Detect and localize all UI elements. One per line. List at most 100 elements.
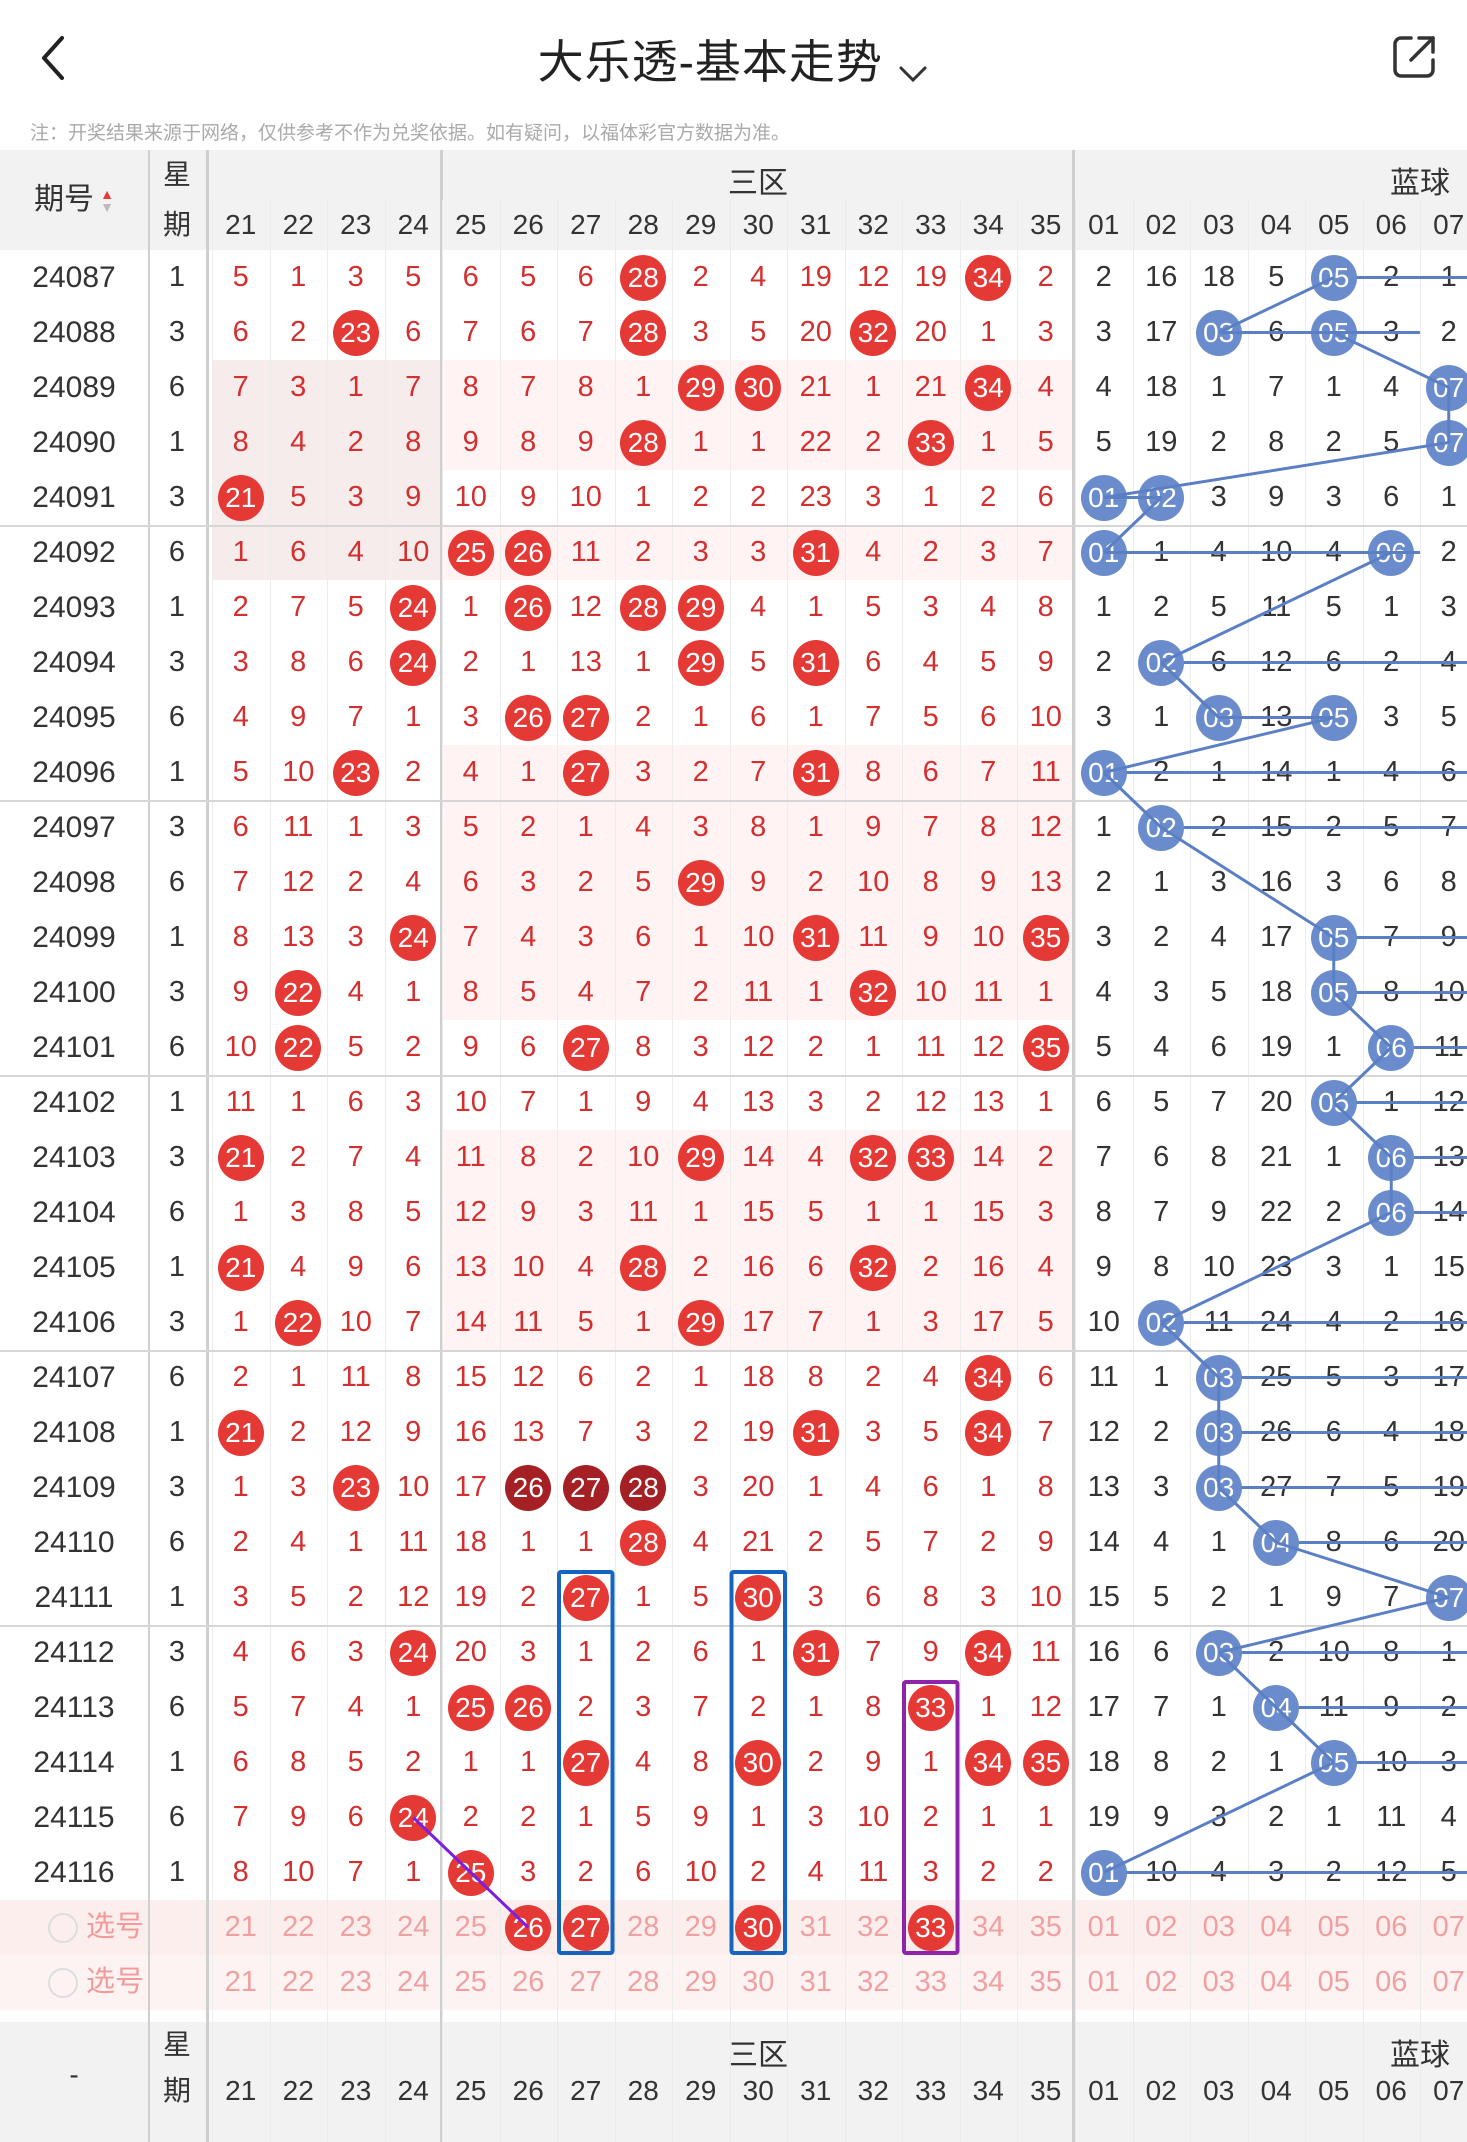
back-chevron-icon[interactable]	[30, 28, 80, 88]
front-hit-ball: 27	[562, 1465, 609, 1512]
picked-ball[interactable]: 26	[505, 1905, 552, 1952]
select-front-number[interactable]: 29	[684, 1911, 717, 1943]
front-cell: 4	[232, 701, 249, 733]
select-front-number[interactable]: 28	[627, 1911, 660, 1943]
select-front-number[interactable]: 25	[454, 1911, 487, 1943]
footer-front-column: 35	[1030, 2075, 1062, 2106]
blue-cell: 2	[1095, 646, 1112, 678]
select-front-number[interactable]: 21	[224, 1966, 257, 1998]
weekday: 6	[168, 1691, 186, 1723]
share-icon[interactable]	[1389, 32, 1439, 82]
issue-number: 24110	[33, 1526, 115, 1559]
front-cell: 1	[520, 646, 537, 678]
select-blue-number[interactable]: 01	[1087, 1966, 1120, 1998]
front-cell: 2	[692, 1416, 709, 1448]
front-cell: 9	[1037, 646, 1054, 678]
weekday: 3	[168, 1141, 186, 1173]
column-separator	[1072, 150, 1075, 2142]
front-cell: 28	[615, 580, 673, 635]
picked-ball[interactable]: 33	[907, 1905, 954, 1952]
front-cell: 4	[635, 811, 652, 843]
select-front-number[interactable]: 24	[397, 1911, 430, 1943]
blue-cell: 2	[1268, 1636, 1285, 1668]
front-cell: 24	[385, 1790, 443, 1845]
select-blue-number[interactable]: 07	[1432, 1966, 1465, 1998]
select-front-number[interactable]: 33	[914, 1966, 947, 1998]
select-front-number[interactable]: 30	[730, 1900, 788, 1955]
select-front-number[interactable]: 35	[1029, 1966, 1062, 1998]
select-blue-number[interactable]: 02	[1145, 1966, 1178, 1998]
select-blue-number[interactable]: 03	[1202, 1911, 1235, 1943]
select-front-number[interactable]: 28	[627, 1966, 660, 1998]
blue-cell: 7	[1383, 1581, 1400, 1613]
select-front-number[interactable]: 22	[282, 1911, 315, 1943]
front-cell: 31	[787, 1405, 845, 1460]
select-front-number[interactable]: 32	[857, 1966, 890, 1998]
sort-arrows-icon[interactable]: ▲ ▼	[100, 186, 114, 216]
select-front-number[interactable]: 24	[397, 1966, 430, 1998]
front-cell: 2	[232, 1526, 249, 1558]
front-cell: 6	[405, 316, 422, 348]
blue-cell: 04	[1248, 1515, 1306, 1570]
picked-ball[interactable]: 30	[735, 1905, 782, 1952]
select-radio[interactable]	[48, 1913, 78, 1944]
issue-column-header[interactable]: 期号 ▲ ▼	[0, 175, 148, 225]
select-blue-number[interactable]: 03	[1202, 1966, 1235, 1998]
select-front-number[interactable]: 27	[569, 1966, 602, 1998]
select-blue-number[interactable]: 05	[1317, 1966, 1350, 1998]
select-front-number[interactable]: 34	[972, 1966, 1005, 1998]
select-front-number[interactable]: 31	[799, 1966, 832, 1998]
front-cell: 7	[232, 1801, 249, 1833]
select-front-number[interactable]: 21	[224, 1911, 257, 1943]
blue-cell: 11	[1261, 591, 1292, 623]
chevron-down-icon[interactable]	[897, 64, 929, 84]
select-row-label[interactable]: 选号	[48, 1900, 158, 1955]
select-blue-number[interactable]: 07	[1432, 1911, 1465, 1943]
front-cell: 1	[462, 1746, 479, 1778]
select-front-number[interactable]: 25	[454, 1966, 487, 1998]
select-front-number[interactable]: 33	[902, 1900, 960, 1955]
front-cell: 1	[807, 591, 824, 623]
blue-cell: 1	[1210, 1526, 1227, 1558]
select-front-number[interactable]: 29	[684, 1966, 717, 1998]
front-cell: 21	[914, 371, 947, 403]
select-front-number[interactable]: 22	[282, 1966, 315, 1998]
select-blue-number[interactable]: 02	[1145, 1911, 1178, 1943]
picked-ball[interactable]: 27	[562, 1905, 609, 1952]
front-cell: 1	[1037, 1801, 1054, 1833]
blue-column-header: 04	[1260, 209, 1292, 240]
page-title[interactable]: 大乐透-基本走势	[537, 36, 883, 88]
footer-blue-column: 04	[1260, 2075, 1292, 2106]
blue-cell: 1	[1325, 756, 1342, 788]
select-row-label[interactable]: 选号	[48, 1955, 158, 2010]
blue-hit-ball: 02	[1138, 805, 1185, 852]
select-radio[interactable]	[48, 1968, 78, 1999]
front-cell: 3	[405, 811, 422, 843]
blue-column-header: 01	[1088, 209, 1120, 240]
select-front-number[interactable]: 23	[339, 1966, 372, 1998]
front-cell: 1	[577, 1801, 594, 1833]
select-front-number[interactable]: 23	[339, 1911, 372, 1943]
footer-front-column: 25	[455, 2075, 487, 2106]
select-front-number[interactable]: 31	[799, 1911, 832, 1943]
select-blue-number[interactable]: 04	[1260, 1966, 1293, 1998]
select-blue-number[interactable]: 01	[1087, 1911, 1120, 1943]
select-front-number[interactable]: 34	[972, 1911, 1005, 1943]
blue-cell: 6	[1440, 756, 1457, 788]
blue-hit-ball: 01	[1080, 475, 1127, 522]
select-front-number[interactable]: 32	[857, 1911, 890, 1943]
select-blue-number[interactable]: 06	[1375, 1911, 1408, 1943]
select-front-number[interactable]: 35	[1029, 1911, 1062, 1943]
front-cell: 1	[462, 591, 479, 623]
blue-cell: 3	[1440, 591, 1457, 623]
blue-cell: 5	[1383, 811, 1400, 843]
select-blue-number[interactable]: 04	[1260, 1911, 1293, 1943]
blue-cell: 1	[1153, 701, 1170, 733]
select-blue-number[interactable]: 05	[1317, 1911, 1350, 1943]
select-front-number[interactable]: 26	[500, 1900, 558, 1955]
select-blue-number[interactable]: 06	[1375, 1966, 1408, 1998]
select-front-number[interactable]: 27	[557, 1900, 615, 1955]
group-separator	[0, 525, 1467, 527]
select-front-number[interactable]: 30	[742, 1966, 775, 1998]
select-front-number[interactable]: 26	[512, 1966, 545, 1998]
